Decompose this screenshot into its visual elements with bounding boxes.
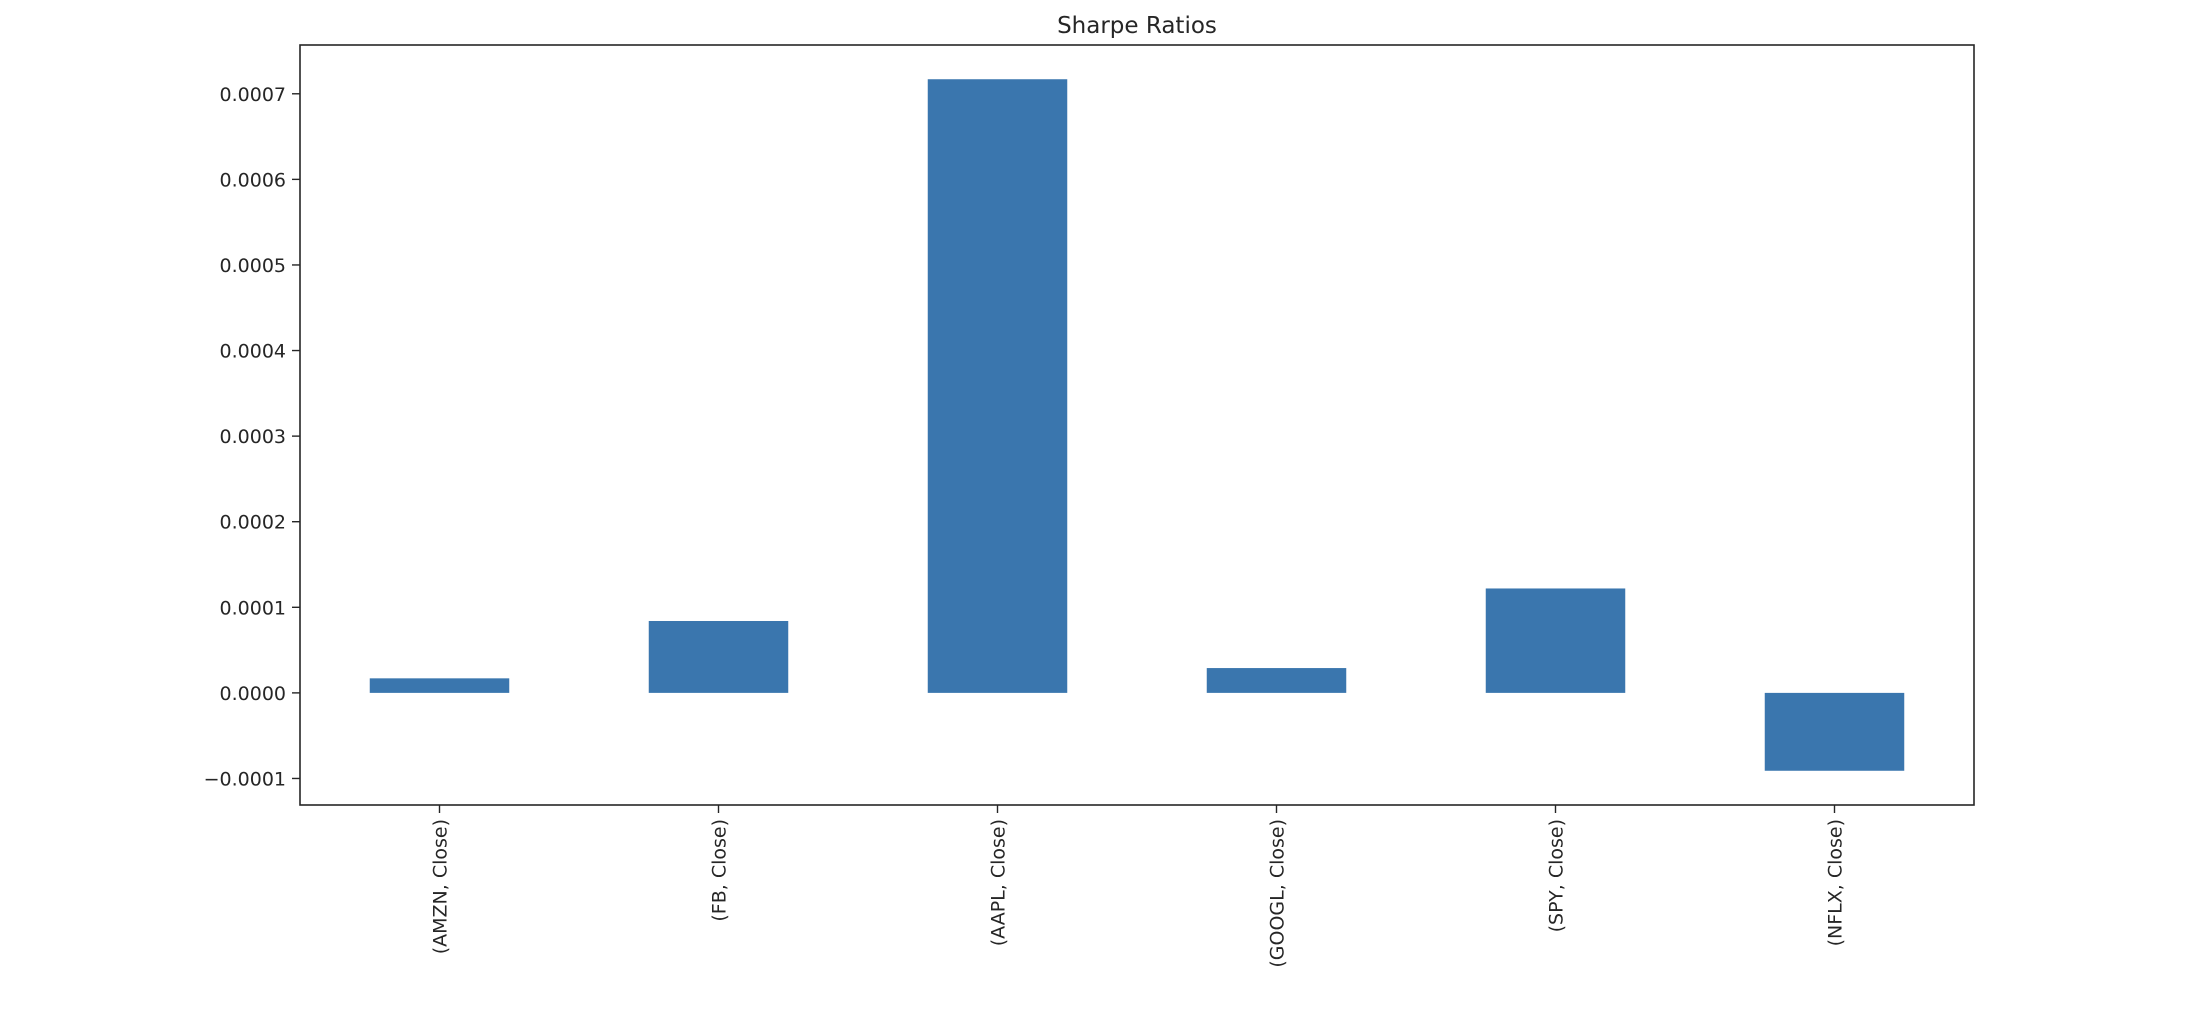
plot-frame <box>299 44 1975 806</box>
bar <box>927 79 1068 693</box>
chart-title: Sharpe Ratios <box>1057 13 1217 39</box>
bar <box>369 678 510 693</box>
y-tick-label: −0.0001 <box>204 768 286 790</box>
x-tick-label: (SPY, Close) <box>1546 819 1568 932</box>
y-tick-label: 0.0000 <box>220 683 286 705</box>
bars <box>369 79 1905 771</box>
bar <box>1206 668 1347 693</box>
x-tick-label: (AMZN, Close) <box>430 819 452 954</box>
y-tick-label: 0.0002 <box>220 512 286 534</box>
x-tick-label: (FB, Close) <box>709 819 731 922</box>
bar <box>1764 692 1905 771</box>
x-tick-label: (NFLX, Close) <box>1825 819 1847 946</box>
x-axis: (AMZN, Close) (FB, Close) (AAPL, Close) (GO… <box>430 805 1847 968</box>
y-axis: −0.0001 0.0000 0.0001 0.0002 0.0003 0.0004 0.0… <box>204 84 300 790</box>
bar <box>648 620 789 693</box>
x-tick-label: (AAPL, Close) <box>988 819 1010 946</box>
y-tick-label: 0.0001 <box>220 597 286 619</box>
x-tick-label: (GOOGL, Close) <box>1267 819 1289 968</box>
y-tick-label: 0.0006 <box>220 169 286 191</box>
y-tick-label: 0.0005 <box>220 255 286 277</box>
bar <box>1485 588 1626 693</box>
y-tick-label: 0.0004 <box>220 341 286 363</box>
y-tick-label: 0.0007 <box>220 84 286 106</box>
y-tick-label: 0.0003 <box>220 426 286 448</box>
